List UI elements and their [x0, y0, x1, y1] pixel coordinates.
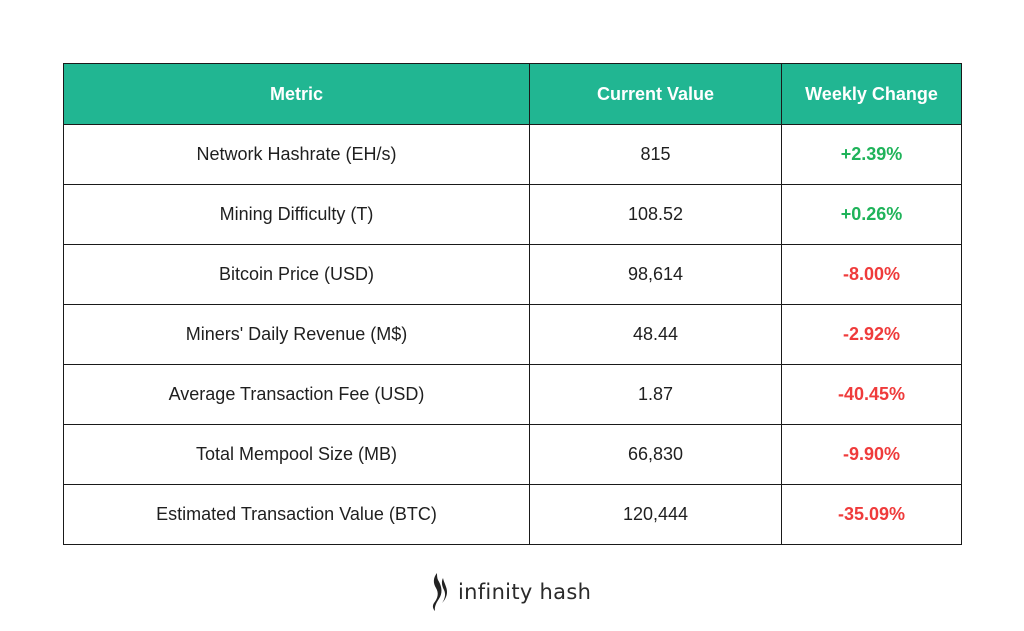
- metric-cell: Bitcoin Price (USD): [63, 244, 530, 305]
- table-row: Estimated Transaction Value (BTC) 120,44…: [63, 484, 962, 545]
- table-row: Mining Difficulty (T) 108.52 +0.26%: [63, 184, 962, 245]
- value-cell: 66,830: [529, 424, 782, 485]
- weekly-change-column-header: Weekly Change: [781, 63, 962, 125]
- value-cell: 120,444: [529, 484, 782, 545]
- change-cell: -8.00%: [781, 244, 962, 305]
- value-cell: 1.87: [529, 364, 782, 425]
- value-cell: 815: [529, 124, 782, 185]
- metric-cell: Mining Difficulty (T): [63, 184, 530, 245]
- metric-cell: Average Transaction Fee (USD): [63, 364, 530, 425]
- table-row: Average Transaction Fee (USD) 1.87 -40.4…: [63, 364, 962, 425]
- brand-footer: infinity hash: [430, 572, 591, 612]
- table-row: Total Mempool Size (MB) 66,830 -9.90%: [63, 424, 962, 485]
- metrics-table: Metric Current Value Weekly Change Netwo…: [63, 63, 962, 545]
- metric-cell: Network Hashrate (EH/s): [63, 124, 530, 185]
- table-row: Network Hashrate (EH/s) 815 +2.39%: [63, 124, 962, 185]
- change-cell: +0.26%: [781, 184, 962, 245]
- metric-cell: Miners' Daily Revenue (M$): [63, 304, 530, 365]
- metric-column-header: Metric: [63, 63, 530, 125]
- metric-cell: Estimated Transaction Value (BTC): [63, 484, 530, 545]
- value-cell: 98,614: [529, 244, 782, 305]
- metric-cell: Total Mempool Size (MB): [63, 424, 530, 485]
- brand-name: infinity hash: [458, 580, 592, 604]
- value-cell: 48.44: [529, 304, 782, 365]
- change-cell: -2.92%: [781, 304, 962, 365]
- change-cell: +2.39%: [781, 124, 962, 185]
- table-header-row: Metric Current Value Weekly Change: [63, 63, 962, 125]
- change-cell: -9.90%: [781, 424, 962, 485]
- change-cell: -40.45%: [781, 364, 962, 425]
- change-cell: -35.09%: [781, 484, 962, 545]
- flame-icon: [432, 573, 447, 611]
- current-value-column-header: Current Value: [529, 63, 782, 125]
- value-cell: 108.52: [529, 184, 782, 245]
- table-row: Bitcoin Price (USD) 98,614 -8.00%: [63, 244, 962, 305]
- table-row: Miners' Daily Revenue (M$) 48.44 -2.92%: [63, 304, 962, 365]
